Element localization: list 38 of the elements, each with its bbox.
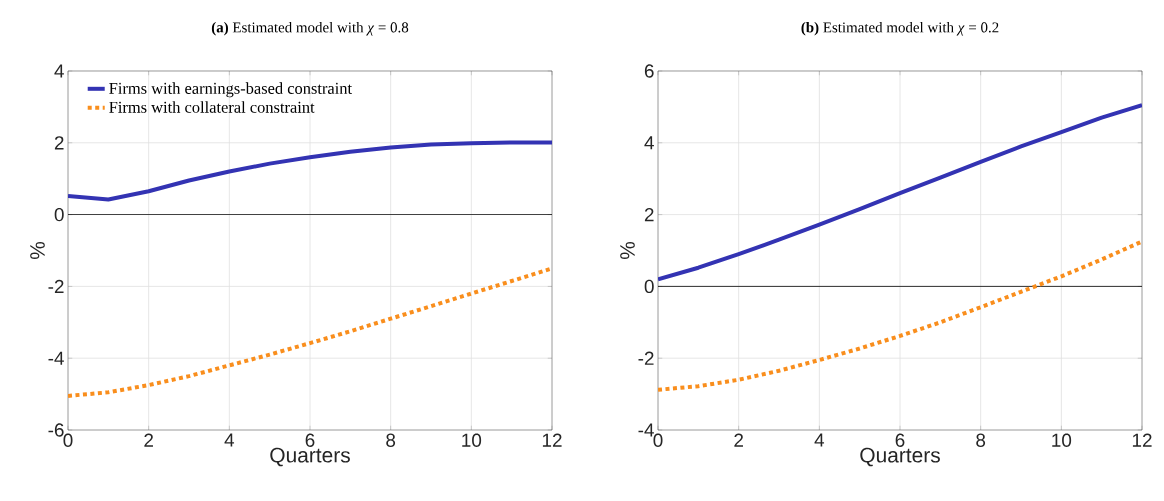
x-tick-label: 4 — [814, 433, 825, 447]
x-tick-label: 2 — [734, 433, 743, 447]
x-tick-label: 6 — [305, 433, 315, 447]
x-tick-label: 8 — [976, 433, 986, 447]
chart-title: (a) Estimated model with χ = 0.8 — [211, 21, 409, 36]
line-series — [658, 103, 1143, 282]
x-axis-title: Quarters — [860, 447, 940, 467]
y-tick-label: 6 — [644, 64, 654, 78]
x-axis-title: Quarters — [270, 447, 350, 467]
line-series — [68, 266, 552, 398]
x-tick-label: 8 — [386, 433, 396, 447]
x-tick-label: 10 — [462, 433, 482, 447]
y-tick-label: 4 — [54, 64, 64, 78]
y-axis-title: % — [30, 241, 45, 260]
y-tick-label: 0 — [54, 207, 64, 222]
line-series — [68, 140, 552, 202]
legend-label: Firms with earnings-based constraint — [109, 82, 352, 98]
legend-label: Firms with collateral constraint — [109, 101, 315, 113]
y-tick-label: -6 — [48, 423, 64, 437]
y-tick-label: 2 — [54, 136, 64, 150]
x-tick-label: 4 — [224, 433, 235, 447]
x-tick-label: 2 — [144, 433, 153, 447]
y-tick-label: 0 — [644, 279, 654, 294]
y-tick-label: -2 — [48, 279, 64, 294]
x-tick-label: 6 — [895, 433, 905, 447]
y-tick-label: -4 — [638, 423, 654, 437]
x-tick-label: 10 — [1052, 433, 1072, 447]
x-tick-label: 12 — [542, 433, 562, 447]
x-tick-label: 0 — [653, 433, 663, 447]
line-series — [658, 239, 1143, 392]
y-axis-title: % — [620, 241, 635, 260]
x-tick-label: 0 — [63, 433, 73, 447]
y-tick-label: -2 — [638, 351, 654, 365]
y-tick-label: 4 — [644, 136, 654, 150]
chart-title: (b) Estimated model with χ = 0.2 — [801, 21, 999, 36]
x-tick-label: 12 — [1132, 433, 1152, 447]
y-tick-label: -4 — [48, 351, 64, 365]
y-tick-label: 2 — [644, 207, 654, 222]
